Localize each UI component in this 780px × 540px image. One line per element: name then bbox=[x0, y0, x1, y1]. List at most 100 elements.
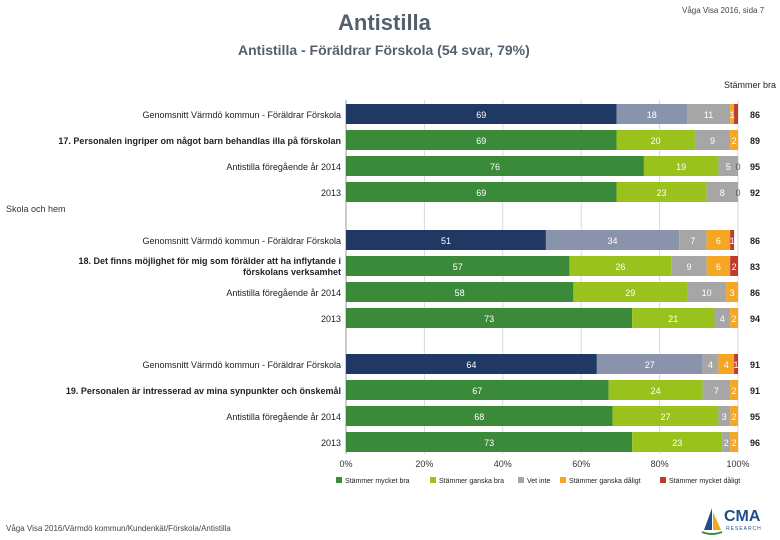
bar-segment bbox=[714, 308, 731, 328]
row-label: Antistilla föregående år 2014 bbox=[226, 412, 341, 422]
bar-segment bbox=[730, 380, 738, 400]
data-label: 21 bbox=[668, 314, 678, 324]
data-label: 2 bbox=[732, 136, 737, 146]
bar-segment bbox=[718, 406, 731, 426]
data-label: 5 bbox=[726, 162, 731, 172]
data-label: 76 bbox=[490, 162, 500, 172]
bar-segment bbox=[687, 104, 731, 124]
agree-total: 89 bbox=[750, 136, 760, 146]
sail-icon bbox=[701, 508, 723, 535]
row-label: 17. Personalen ingriper om något barn be… bbox=[58, 136, 341, 146]
data-label: 8 bbox=[720, 188, 725, 198]
page-info: Våga Visa 2016, sida 7 bbox=[682, 6, 765, 15]
data-label: 10 bbox=[702, 288, 712, 298]
row-label: Genomsnitt Värmdö kommun - Föräldrar För… bbox=[142, 236, 341, 246]
logo-subtext: RESEARCH bbox=[726, 526, 762, 532]
x-tick-label: 20% bbox=[415, 459, 433, 469]
agree-total: 92 bbox=[750, 188, 760, 198]
bar-segment bbox=[346, 380, 609, 400]
data-label: 69 bbox=[476, 188, 486, 198]
legend-swatch bbox=[336, 477, 342, 483]
bar-segment bbox=[718, 156, 738, 176]
row-label: 2013 bbox=[321, 188, 341, 198]
row-label: 18. Det finns möjlighet för mig som förä… bbox=[78, 256, 341, 266]
data-label: 3 bbox=[722, 412, 727, 422]
data-label: 73 bbox=[484, 438, 494, 448]
bar-segment bbox=[346, 230, 546, 250]
data-label: 68 bbox=[474, 412, 484, 422]
bar-segment bbox=[346, 282, 574, 302]
cma-logo: CMA RESEARCH bbox=[700, 506, 772, 536]
data-label: 0 bbox=[735, 162, 740, 172]
bar-segment bbox=[346, 354, 597, 374]
bar-segment bbox=[346, 104, 617, 124]
chart-subtitle: Antistilla - Föräldrar Förskola (54 svar… bbox=[238, 42, 530, 58]
agree-column-header: Stämmer bra bbox=[724, 80, 777, 90]
bar-segment bbox=[734, 104, 738, 124]
legend-label: Stämmer mycket dåligt bbox=[669, 477, 740, 485]
data-label: 18 bbox=[647, 110, 657, 120]
data-label: 2 bbox=[732, 412, 737, 422]
data-label: 7 bbox=[690, 236, 695, 246]
bar-segment bbox=[706, 230, 731, 250]
agree-total: 95 bbox=[750, 162, 760, 172]
bar-segment bbox=[545, 230, 680, 250]
data-label: 69 bbox=[476, 136, 486, 146]
bar-segment bbox=[706, 182, 738, 202]
data-label: 3 bbox=[730, 288, 735, 298]
bar-segment bbox=[573, 282, 688, 302]
row-label: Genomsnitt Värmdö kommun - Föräldrar För… bbox=[142, 110, 341, 120]
bar-segment bbox=[730, 230, 735, 250]
data-label: 11 bbox=[704, 110, 713, 120]
legend-label: Stämmer ganska bra bbox=[439, 478, 504, 485]
page-title: Antistilla bbox=[338, 10, 431, 35]
bar-segment bbox=[643, 156, 719, 176]
data-label: 4 bbox=[720, 314, 725, 324]
legend-swatch bbox=[560, 477, 566, 483]
bar-segment bbox=[730, 308, 738, 328]
row-label: Genomsnitt Värmdö kommun - Föräldrar För… bbox=[142, 360, 341, 370]
bar-segment bbox=[616, 130, 695, 150]
bar-segment bbox=[632, 308, 715, 328]
row-label: 2013 bbox=[321, 438, 341, 448]
agree-total: 94 bbox=[750, 314, 760, 324]
data-label: 1 bbox=[730, 110, 735, 120]
x-tick-label: 80% bbox=[651, 459, 669, 469]
bar-segment bbox=[726, 282, 738, 302]
legend-swatch bbox=[660, 477, 666, 483]
section-label: Skola och hem bbox=[6, 204, 66, 214]
data-label: 1 bbox=[730, 236, 735, 246]
data-label: 4 bbox=[724, 360, 729, 370]
data-label: 0 bbox=[735, 188, 740, 198]
legend-label: Stämmer ganska dåligt bbox=[569, 477, 641, 485]
data-label: 26 bbox=[615, 262, 625, 272]
agree-total: 91 bbox=[750, 360, 760, 370]
bar-segment bbox=[730, 130, 738, 150]
x-tick-label: 100% bbox=[726, 459, 749, 469]
data-label: 2 bbox=[732, 314, 737, 324]
agree-total: 91 bbox=[750, 386, 760, 396]
data-label: 6 bbox=[716, 262, 721, 272]
bar-segment bbox=[730, 432, 738, 452]
bar-segment bbox=[596, 354, 703, 374]
bar-segment bbox=[612, 406, 719, 426]
logo-text: CMA bbox=[724, 508, 761, 525]
bar-segment bbox=[718, 354, 735, 374]
data-label: 64 bbox=[466, 360, 476, 370]
x-tick-label: 60% bbox=[572, 459, 590, 469]
row-label: Antistilla föregående år 2014 bbox=[226, 288, 341, 298]
bar-segment bbox=[346, 406, 613, 426]
bar-segment bbox=[730, 104, 735, 124]
bar-segment bbox=[616, 182, 707, 202]
bar-segment bbox=[608, 380, 703, 400]
data-label: 2 bbox=[732, 438, 737, 448]
agree-total: 83 bbox=[750, 262, 760, 272]
data-label: 27 bbox=[645, 360, 655, 370]
data-label: 27 bbox=[660, 412, 670, 422]
data-label: 51 bbox=[441, 236, 451, 246]
bar-segment bbox=[346, 256, 570, 276]
data-label: 58 bbox=[455, 288, 465, 298]
bar-segment bbox=[702, 380, 731, 400]
bar-segment bbox=[346, 182, 617, 202]
data-label: 4 bbox=[708, 360, 713, 370]
